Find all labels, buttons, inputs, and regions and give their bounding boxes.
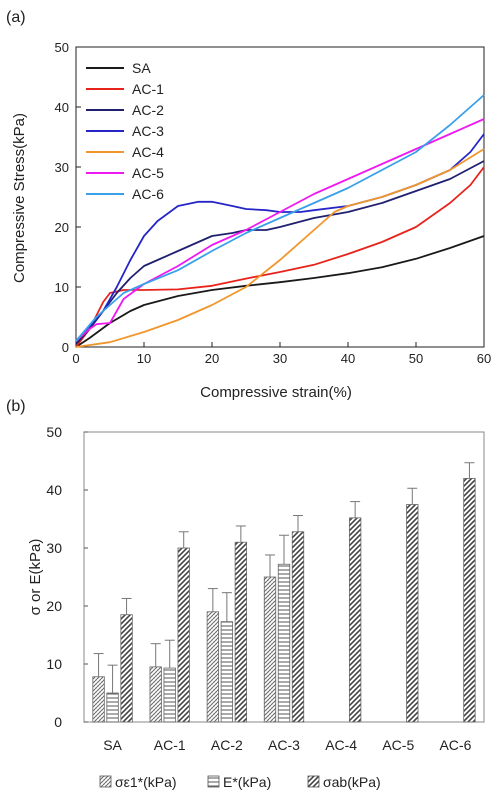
chart-b-y-axis-label: σ or E(kPa) [27,539,44,616]
chart-b-x-tick-label: AC-3 [268,737,300,753]
chart-b-x-tick-label: AC-6 [439,737,471,753]
chart-b-x-tick-label: AC-2 [211,737,243,753]
chart-b-bar [163,667,176,723]
chart-a-x-tick-label: 30 [273,351,287,366]
chart-a-x-tick-label: 10 [137,351,151,366]
chart-a-y-tick-label: 0 [62,340,69,355]
chart-b-y-tick-label: 50 [46,424,62,440]
chart-b-y-tick-label: 40 [46,482,62,498]
chart-a-y-tick-label: 20 [55,220,69,235]
chart-b-x-tick-label: AC-1 [154,737,186,753]
chart-b-y-tick-label: 0 [54,714,62,730]
chart-a-legend-label: AC-3 [132,123,164,139]
chart-b-plot: 0 10 20 30 40 50 SA AC-1 AC-2 AC-3 AC-4 AC-5 AC-6 [46,424,485,753]
chart-a-x-tick-label: 20 [205,351,219,366]
chart-a-y-tick-label: 50 [55,40,69,55]
chart-a-x-axis-label: Compressive strain(%) [200,384,352,401]
chart-b-bar [149,666,162,723]
chart-a-series-line [75,160,485,345]
chart-a-x-tick-label: 50 [409,351,423,366]
panel-a-label: (a) [6,9,26,26]
chart-b-x-tick-label: AC-4 [325,737,357,753]
chart-b-y-tick-label: 20 [46,598,62,614]
chart-b-bar [463,477,476,723]
chart-b-x-tick-label: AC-5 [382,737,414,753]
chart-a-y-tick-label: 30 [55,160,69,175]
chart-b-bar [92,676,105,723]
chart-a-y-tick-label: 10 [55,280,69,295]
chart-a-series-line [75,148,485,348]
chart-a-series-line [75,166,485,348]
chart-a-legend-label: AC-4 [132,144,164,160]
chart-a-y-axis-label: Compressive Stress(kPa) [11,113,28,283]
chart-b-bar [234,541,248,723]
panel-b-label: (b) [6,398,26,415]
chart-b-bar [120,614,133,723]
chart-b-bar [277,563,291,723]
chart-b-legend-label: σε1*(kPa) [115,774,177,790]
chart-a-legend-label: AC-2 [132,102,164,118]
chart-a-series-line [75,94,485,342]
chart-a-series-line [75,118,485,342]
chart-b-bar [220,621,234,723]
chart-a-legend-label: AC-5 [132,165,164,181]
chart-b-bar [206,611,220,723]
chart-b-legend-label: σab(kPa) [323,774,381,790]
chart-b-bar [406,504,419,723]
chart-a-x-tick-label: 0 [72,351,79,366]
chart-a-plot: 0 10 20 30 40 50 60 0 10 20 30 40 50 SA AC-1 AC-2 AC-3 AC… [55,40,492,366]
chart-b-bar [263,576,277,723]
chart-b-legend-swatch [307,775,320,788]
chart-b-legend: σε1*(kPa) E*(kPa) σab(kPa) [99,774,381,790]
chart-a-x-tick-label: 40 [341,351,355,366]
chart-b-bar [348,517,362,723]
chart-a-legend-label: AC-1 [132,81,164,97]
chart-a-legend-label: AC-6 [132,186,164,202]
chart-a-series-line [75,235,485,348]
chart-b-bar [177,547,190,723]
chart-b-bar [106,692,119,723]
chart-b-x-tick-label: SA [103,737,122,753]
chart-a-y-tick-label: 40 [55,100,69,115]
chart-b-legend-swatch [207,775,220,788]
chart-a-legend-label: SA [132,60,151,76]
chart-b-bar [291,531,305,723]
chart-b-legend-label: E*(kPa) [223,774,271,790]
chart-b-legend-swatch [99,775,112,788]
chart-b-y-tick-label: 10 [46,656,62,672]
chart-a-x-tick-label: 60 [477,351,491,366]
chart-b-y-tick-label: 30 [46,540,62,556]
